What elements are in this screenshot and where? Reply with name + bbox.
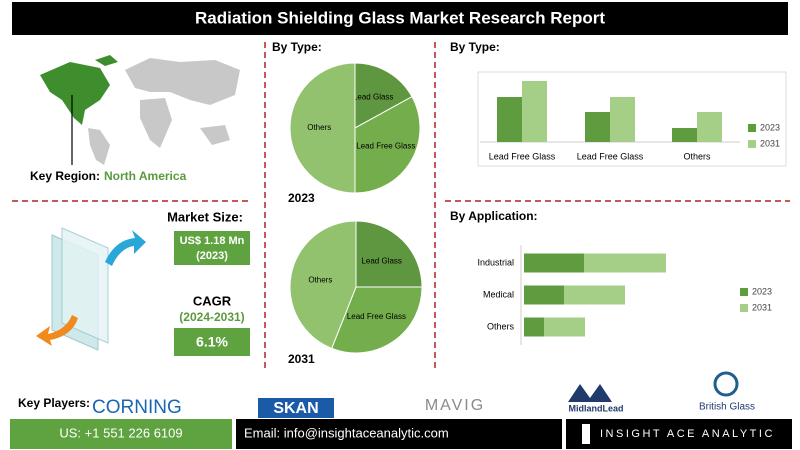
company-logo: MidlandLead xyxy=(568,403,623,413)
brand-box xyxy=(566,419,792,449)
bar xyxy=(697,112,722,142)
slice-label: Lead Free Glass xyxy=(347,312,406,321)
brand: INSIGHT ACE ANALYTIC xyxy=(600,428,775,440)
market-size-box xyxy=(174,231,250,265)
pie-slice xyxy=(355,220,423,288)
legend-label: 2031 xyxy=(752,302,772,312)
cagr-box xyxy=(174,328,250,356)
y-tick-label: Others xyxy=(487,321,515,331)
header-bar xyxy=(12,2,788,35)
cagr-value: 6.1% xyxy=(196,334,228,350)
slice-label: Lead Free Glass xyxy=(356,141,415,150)
legend-swatch xyxy=(740,304,748,312)
bar xyxy=(564,285,625,305)
market-size-label: Market Size: xyxy=(167,209,243,224)
bar xyxy=(544,317,585,337)
y-tick-label: Medical xyxy=(483,289,514,299)
phone-box xyxy=(10,419,232,449)
key-region-label: Key Region: xyxy=(30,169,100,183)
cagr-period: (2024-2031) xyxy=(179,310,244,324)
chart-subtitle: 2031 xyxy=(288,352,315,366)
pie-slice xyxy=(289,62,356,194)
market-size-value: US$ 1.18 Mn xyxy=(180,235,245,247)
legend-label: 2023 xyxy=(760,122,780,132)
pie-slice xyxy=(289,220,357,350)
x-tick-label: Others xyxy=(683,151,711,161)
legend-swatch xyxy=(748,124,756,132)
legend-swatch xyxy=(740,288,748,296)
chart-title: By Type: xyxy=(272,40,322,54)
bar xyxy=(524,285,564,305)
chart-title: By Type: xyxy=(450,40,500,54)
slice-label: Lead Glass xyxy=(361,256,401,265)
key-region-value: North America xyxy=(104,169,187,183)
chart-frame xyxy=(477,71,787,167)
world-map xyxy=(40,55,240,165)
key-players-label: Key Players: xyxy=(18,396,90,410)
company-logo: MAVIG xyxy=(425,397,485,414)
pie-slice xyxy=(354,96,421,194)
glass-illustration xyxy=(36,227,146,351)
slice-label: Others xyxy=(307,123,331,132)
legend-label: 2031 xyxy=(760,138,780,148)
legend-swatch xyxy=(748,140,756,148)
x-tick-label: Lead Free Glass xyxy=(489,151,556,161)
title: Radiation Shielding Glass Market Researc… xyxy=(195,8,605,27)
bar xyxy=(524,253,584,273)
cagr-label: CAGR xyxy=(193,293,232,308)
pie-slice xyxy=(331,286,423,354)
market-size-year: (2023) xyxy=(196,250,228,262)
brand-mark xyxy=(582,424,590,444)
pie-slice xyxy=(354,62,413,129)
email: Email: info@insightaceanalytic.com xyxy=(244,425,449,440)
logo-mark xyxy=(713,371,739,397)
email-box xyxy=(236,419,562,449)
chart-subtitle: 2023 xyxy=(288,191,315,205)
bar xyxy=(584,253,666,273)
bar xyxy=(585,112,610,142)
bar xyxy=(522,81,547,142)
phone: US: +1 551 226 6109 xyxy=(59,425,182,440)
company-logo: SKAN xyxy=(273,400,318,417)
bar xyxy=(497,97,522,142)
y-tick-label: Industrial xyxy=(477,257,514,267)
company-logo: CORNING xyxy=(92,397,182,418)
bar xyxy=(672,128,697,142)
logo-mark xyxy=(568,384,612,402)
x-tick-label: Lead Free Glass xyxy=(577,151,644,161)
bar xyxy=(610,97,635,142)
company-logo: British Glass xyxy=(699,402,755,413)
bar xyxy=(524,317,544,337)
chart-title: By Application: xyxy=(450,209,538,223)
legend-label: 2023 xyxy=(752,286,772,296)
logo-box xyxy=(258,398,334,418)
slice-label: Lead Glass xyxy=(353,92,393,101)
slice-label: Others xyxy=(308,275,332,284)
